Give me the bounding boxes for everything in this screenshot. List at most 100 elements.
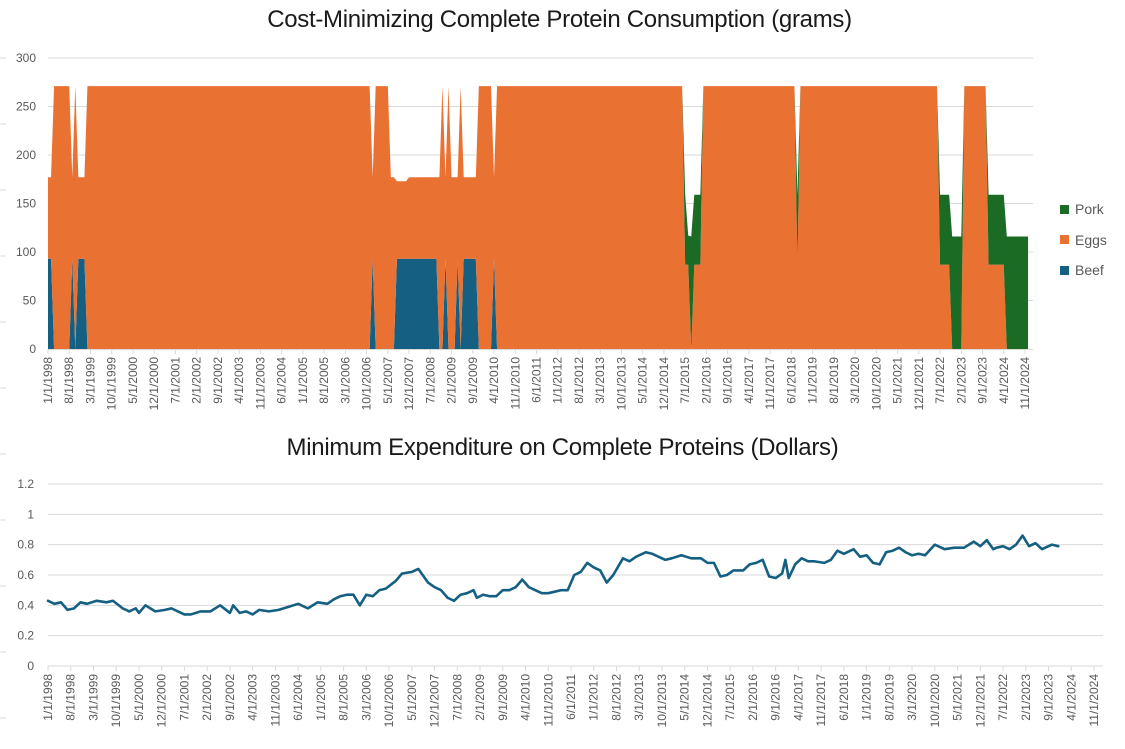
bottom-x-tick-label: 8/1/2019	[882, 674, 896, 721]
top-x-tick-label: 2/1/2009	[445, 357, 459, 404]
top-stacked-areas	[48, 86, 1029, 349]
top-x-tick-label: 7/1/2022	[933, 357, 947, 404]
top-x-tick-label: 4/1/2017	[742, 357, 756, 404]
top-x-tick-label: 12/1/2014	[657, 357, 671, 411]
top-y-tick-label: 200	[16, 148, 36, 162]
bottom-x-tick-label: 10/1/2013	[655, 674, 669, 728]
bottom-axes: 1/1/1998 8/1/1998 3/1/1999 10/1/1999 5/1/200…	[0, 57, 1101, 728]
top-x-tick-label: 1/1/2012	[551, 357, 565, 404]
top-x-tick-label: 11/1/2010	[508, 357, 522, 410]
top-x-tick-label: 4/1/2010	[487, 357, 501, 404]
bottom-x-tick-label: 7/1/2022	[996, 674, 1010, 721]
top-y-tick-label: 0	[29, 342, 36, 356]
bottom-x-tick-label: 8/1/2012	[609, 674, 623, 721]
top-y-tick-label: 300	[16, 51, 36, 65]
bottom-x-tick-label: 5/1/2007	[405, 674, 419, 721]
bottom-x-tick-label: 3/1/2020	[905, 674, 919, 721]
bottom-y-tick-label: 0.8	[17, 538, 34, 552]
legend-label-pork: Pork	[1075, 201, 1104, 218]
top-x-tick-label: 10/1/2020	[869, 357, 883, 411]
top-x-tick-label: 9/1/2023	[976, 357, 990, 404]
bottom-x-tick-label: 1/1/2019	[860, 674, 874, 721]
bottom-x-tick-label: 9/1/2002	[223, 674, 237, 721]
bottom-x-tick-label: 9/1/2009	[496, 674, 510, 721]
line-minimum-expenditure	[46, 534, 1060, 616]
top-x-tick-label: 3/1/2013	[593, 357, 607, 404]
bottom-x-tick-label: 3/1/1999	[86, 674, 100, 721]
top-x-tick-label: 4/1/2024	[997, 357, 1011, 404]
top-x-tick-label: 10/1/2013	[614, 357, 628, 411]
bottom-x-tick-label: 4/1/2024	[1064, 674, 1078, 721]
top-x-tick-label: 2/1/2016	[699, 357, 713, 404]
top-x-tick-label: 11/1/2024	[1018, 357, 1032, 410]
top-x-tick-label: 11/1/2017	[763, 357, 777, 410]
legend-label-eggs: Eggs	[1075, 231, 1107, 248]
top-y-tick-label: 150	[16, 197, 36, 211]
bottom-x-tick-label: 6/1/2011	[564, 674, 578, 720]
top-x-tick-label: 9/1/2016	[721, 357, 735, 404]
bottom-x-tick-label: 12/1/2014	[700, 674, 714, 728]
bottom-y-tick-label: 0.2	[17, 629, 34, 643]
bottom-x-tick-label: 9/1/2023	[1042, 674, 1056, 721]
top-x-tick-label: 1/1/2019	[806, 357, 820, 404]
bottom-x-tick-label: 1/1/2005	[314, 674, 328, 721]
top-chart-legend: Pork Eggs Beef	[1060, 194, 1107, 286]
bottom-x-tick-label: 3/1/2006	[359, 674, 373, 721]
top-x-tick-label: 5/1/2007	[381, 357, 395, 404]
top-x-tick-label: 8/1/2005	[317, 357, 331, 404]
bottom-x-tick-label: 1/1/1998	[41, 674, 55, 721]
bottom-y-tick-label: 0.6	[17, 568, 34, 582]
bottom-y-tick-label: 0.4	[17, 598, 34, 612]
top-x-tick-label: 7/1/2015	[678, 357, 692, 404]
top-x-tick-label: 6/1/2018	[784, 357, 798, 404]
top-x-tick-label: 10/1/1999	[105, 357, 119, 411]
top-axes: 1/1/1998 8/1/1998 3/1/1999 10/1/1999 5/1/200…	[41, 349, 1033, 410]
legend-label-beef: Beef	[1075, 262, 1104, 279]
top-x-tick-label: 2/1/2023	[954, 357, 968, 404]
bottom-x-tick-label: 10/1/2006	[382, 674, 396, 728]
top-x-tick-label: 12/1/2021	[912, 357, 926, 411]
top-x-tick-label: 11/1/2003	[253, 357, 267, 410]
top-x-tick-label: 4/1/2003	[232, 357, 246, 404]
top-x-tick-label: 3/1/2006	[338, 357, 352, 404]
bottom-x-tick-label: 5/1/2000	[132, 674, 146, 721]
legend-item-beef[interactable]: Beef	[1060, 255, 1107, 286]
top-x-tick-label: 6/1/2011	[530, 357, 544, 403]
bottom-x-tick-label: 7/1/2015	[723, 674, 737, 721]
legend-item-pork[interactable]: Pork	[1060, 194, 1107, 225]
bottom-x-tick-label: 1/1/2012	[587, 674, 601, 721]
top-x-tick-label: 7/1/2001	[168, 357, 182, 404]
top-x-tick-label: 6/1/2004	[275, 357, 289, 404]
top-x-tick-label: 10/1/2006	[360, 357, 374, 411]
top-x-tick-label: 8/1/2019	[827, 357, 841, 404]
bottom-y-tick-label: 1	[27, 507, 34, 521]
bottom-x-tick-label: 7/1/2001	[177, 674, 191, 721]
bottom-x-tick-label: 4/1/2010	[519, 674, 533, 721]
bottom-x-tick-label: 8/1/1998	[64, 674, 78, 721]
legend-item-eggs[interactable]: Eggs	[1060, 225, 1107, 256]
bottom-x-tick-label: 10/1/1999	[109, 674, 123, 728]
bottom-x-tick-label: 4/1/2003	[246, 674, 260, 721]
bottom-y-tick-label: 1.2	[17, 477, 34, 491]
top-x-tick-label: 5/1/2021	[891, 357, 905, 404]
bottom-x-tick-label: 5/1/2014	[678, 674, 692, 721]
top-x-tick-label: 9/1/2002	[211, 357, 225, 404]
bottom-x-tick-label: 4/1/2017	[791, 674, 805, 721]
bottom-x-tick-label: 5/1/2021	[951, 674, 965, 721]
top-x-tick-label: 12/1/2000	[147, 357, 161, 411]
bottom-x-tick-label: 12/1/2021	[973, 674, 987, 728]
top-x-tick-label: 5/1/2000	[126, 357, 140, 404]
bottom-x-tick-label: 10/1/2020	[928, 674, 942, 728]
bottom-x-tick-label: 6/1/2004	[291, 674, 305, 721]
top-x-tick-label: 8/1/2012	[572, 357, 586, 404]
bottom-x-tick-label: 6/1/2018	[837, 674, 851, 721]
top-x-tick-label: 9/1/2009	[466, 357, 480, 404]
bottom-chart-title: Minimum Expenditure on Complete Proteins…	[286, 434, 839, 461]
top-y-tick-label: 100	[16, 245, 36, 259]
top-chart-title: Cost-Minimizing Complete Protein Consump…	[267, 6, 852, 33]
top-x-tick-label: 3/1/1999	[83, 357, 97, 404]
bottom-x-tick-label: 12/1/2007	[428, 674, 442, 728]
bottom-x-tick-label: 11/1/2010	[541, 674, 555, 727]
top-x-tick-label: 7/1/2008	[423, 357, 437, 404]
